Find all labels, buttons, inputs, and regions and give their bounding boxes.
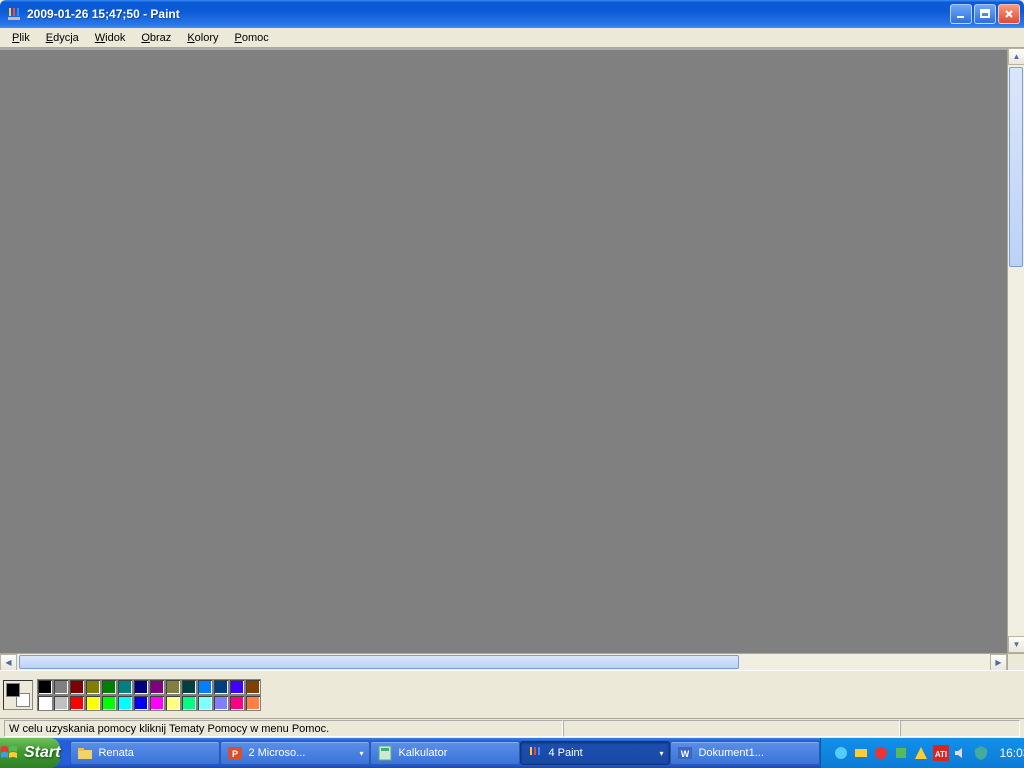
vscroll-track[interactable] [1008,65,1024,636]
scroll-down-button[interactable]: ▼ [1008,636,1024,653]
color-swatch[interactable] [149,695,165,711]
status-bar: W celu uzyskania pomocy kliknij Tematy P… [0,718,1024,738]
status-help-text: W celu uzyskania pomocy kliknij Tematy P… [4,720,563,737]
color-swatch[interactable] [213,695,229,711]
color-swatch[interactable] [117,679,133,695]
taskbar-tasks: Renata P 2 Microso... ▾ Kalkulator 4 Paint ▾ WD… [60,738,820,768]
menu-widok[interactable]: Widok [87,30,134,46]
color-swatch[interactable] [85,695,101,711]
foreground-color-swatch[interactable] [6,683,20,697]
task-label: Renata [98,747,133,759]
status-spacer [563,720,900,737]
color-swatch[interactable] [245,695,261,711]
task-label: Dokument1... [698,747,763,759]
color-swatch[interactable] [85,679,101,695]
color-swatch[interactable] [165,695,181,711]
color-swatch[interactable] [229,679,245,695]
status-coords [900,720,1020,737]
task-label: Kalkulator [398,747,447,759]
tray-ati-icon[interactable]: ATI [933,745,949,761]
task-ppt[interactable]: P 2 Microso... ▾ [220,741,370,765]
vscroll-thumb[interactable] [1009,67,1023,267]
color-swatch[interactable] [213,679,229,695]
maximize-button[interactable] [974,4,996,24]
workspace: 4. CHARAKTERYSTYKI OPISOWE ROZKŁADU JEDN… [0,48,1024,718]
tray-icon[interactable] [893,745,909,761]
color-swatch[interactable] [197,695,213,711]
horizontal-scrollbar[interactable]: ◀ ▶ [0,653,1024,670]
color-swatch[interactable] [69,679,85,695]
task-paint[interactable]: 4 Paint ▾ [520,741,670,765]
folder-icon [77,745,93,761]
color-swatch[interactable] [133,695,149,711]
color-swatch[interactable] [165,679,181,695]
window-title: 2009-01-26 15;47;50 - Paint [27,7,950,21]
app-icon [6,6,22,22]
color-swatch[interactable] [181,695,197,711]
paint-icon [527,745,543,761]
svg-text:W: W [681,749,690,759]
system-tray[interactable]: ATI 16:03 [820,738,1024,768]
color-swatch[interactable] [181,679,197,695]
word-icon: W [677,745,693,761]
windows-flag-icon [0,745,18,761]
color-swatch[interactable] [37,679,53,695]
task-word[interactable]: W Dokument1... [670,741,820,765]
menu-obraz[interactable]: Obraz [133,30,179,46]
ppt-icon: P [227,745,243,761]
svg-text:P: P [232,749,238,759]
menu-plik[interactable]: Plik [4,30,38,46]
tray-icon[interactable] [873,745,889,761]
taskbar: Start Renata P 2 Microso... ▾ Kalkulator 4 Pa… [0,738,1024,768]
color-swatch[interactable] [133,679,149,695]
color-swatch[interactable] [117,695,133,711]
color-swatch[interactable] [149,679,165,695]
scroll-left-button[interactable]: ◀ [0,654,17,671]
tray-shield-icon[interactable] [973,745,989,761]
color-swatch[interactable] [229,695,245,711]
task-label: 4 Paint [548,747,582,759]
task-label: 2 Microso... [248,747,305,759]
color-swatch[interactable] [245,679,261,695]
color-palette [0,670,1024,718]
tray-icon[interactable] [913,745,929,761]
color-swatch[interactable] [101,679,117,695]
tray-icon[interactable] [833,745,849,761]
calc-icon [377,745,393,761]
hscroll-thumb[interactable] [19,655,739,669]
color-swatch[interactable] [101,695,117,711]
close-button[interactable] [998,4,1020,24]
window-titlebar: 2009-01-26 15;47;50 - Paint [0,0,1024,28]
hscroll-track[interactable] [17,654,990,670]
tray-icon[interactable] [853,745,869,761]
svg-text:ATI: ATI [935,750,947,759]
menu-kolory[interactable]: Kolory [179,30,226,46]
color-swatch[interactable] [37,695,53,711]
task-calc[interactable]: Kalkulator [370,741,520,765]
current-colors[interactable] [3,680,33,710]
start-button[interactable]: Start [0,738,60,768]
taskbar-clock[interactable]: 16:03 [999,746,1024,760]
color-grid [37,679,261,711]
menu-pomoc[interactable]: Pomoc [227,30,277,46]
minimize-button[interactable] [950,4,972,24]
vertical-scrollbar[interactable]: ▲ ▼ [1007,48,1024,653]
chevron-down-icon: ▾ [359,749,363,758]
menu-bar: PlikEdycjaWidokObrazKoloryPomoc [0,28,1024,48]
color-swatch[interactable] [69,695,85,711]
chevron-down-icon: ▾ [659,749,663,758]
scroll-up-button[interactable]: ▲ [1008,48,1024,65]
scroll-right-button[interactable]: ▶ [990,654,1007,671]
menu-edycja[interactable]: Edycja [38,30,87,46]
color-swatch[interactable] [53,695,69,711]
canvas-viewport[interactable]: 4. CHARAKTERYSTYKI OPISOWE ROZKŁADU JEDN… [0,48,1024,50]
start-label: Start [24,744,60,762]
task-folder[interactable]: Renata [70,741,220,765]
color-swatch[interactable] [197,679,213,695]
color-swatch[interactable] [53,679,69,695]
tray-volume-icon[interactable] [953,745,969,761]
